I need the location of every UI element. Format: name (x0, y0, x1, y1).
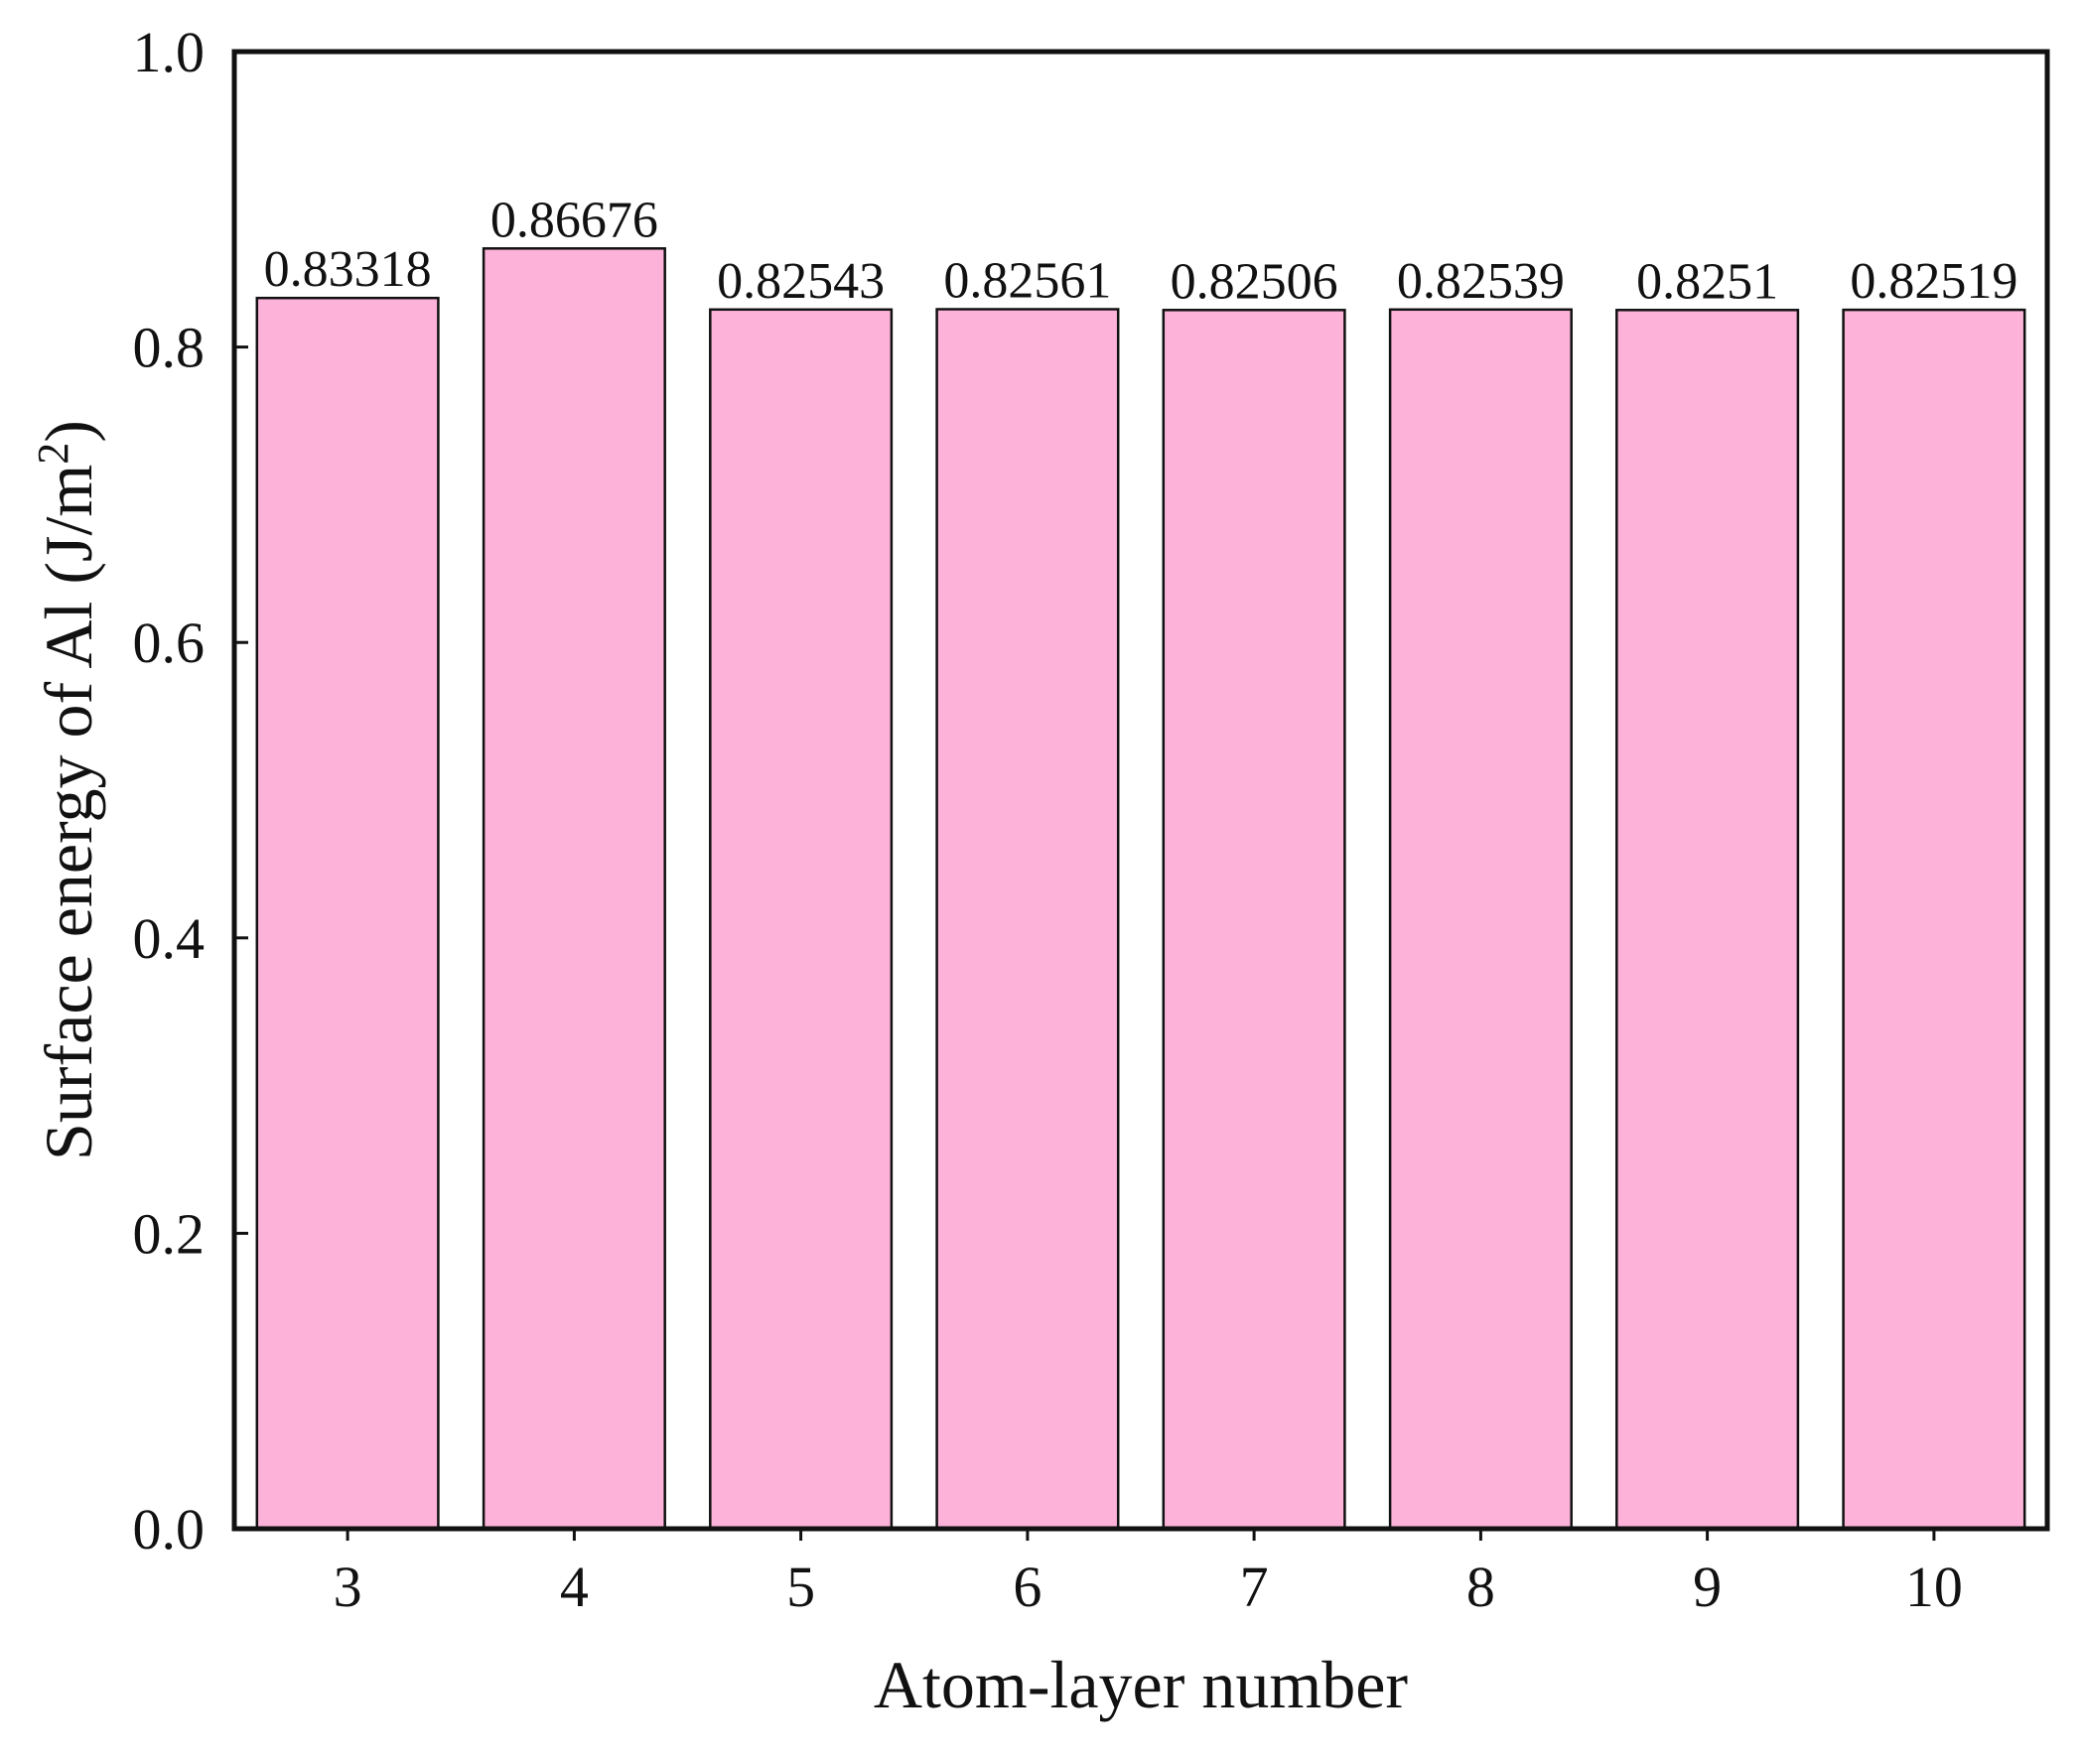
bars-layer (255, 247, 2026, 1531)
y-tick-label-0.4: 0.4 (133, 906, 206, 971)
bar-6 (935, 308, 1120, 1531)
bar-3 (255, 296, 440, 1531)
y-tick-label-0.2: 0.2 (133, 1201, 206, 1266)
x-tick-label-6: 6 (1013, 1555, 1042, 1619)
y-tick-label-0.8: 0.8 (133, 316, 206, 380)
bar-8 (1388, 308, 1573, 1531)
y-axis-title: Surface energy of Al (J/m2) (29, 420, 107, 1160)
data-labels-layer: 0.83318 0.86676 0.82543 0.82561 0.82506 0.825… (264, 192, 2018, 310)
data-label-3: 0.83318 (264, 241, 432, 298)
bar-5 (709, 308, 894, 1531)
bar-4 (482, 247, 666, 1531)
data-label-5: 0.82543 (717, 253, 885, 310)
data-label-4: 0.86676 (490, 192, 658, 248)
y-tick-label-0.0: 0.0 (133, 1497, 206, 1561)
x-tick-label-8: 8 (1466, 1555, 1495, 1619)
bar-9 (1615, 309, 1800, 1531)
data-label-10: 0.82519 (1850, 253, 2017, 310)
y-axis-ticks: 0.0 0.2 0.4 0.6 0.8 1.0 (133, 20, 248, 1561)
y-tick-label-1.0: 1.0 (133, 20, 206, 84)
data-label-6: 0.82561 (943, 253, 1111, 310)
x-tick-label-4: 4 (560, 1555, 589, 1619)
x-axis-ticks: 3 4 5 6 7 8 9 10 (334, 1529, 1963, 1619)
y-axis-title-main: Surface energy of Al (J/m (31, 465, 106, 1160)
y-tick-label-0.6: 0.6 (133, 611, 206, 675)
x-tick-label-3: 3 (334, 1555, 362, 1619)
y-axis-title-superscript: 2 (29, 443, 77, 465)
bar-7 (1162, 309, 1346, 1531)
bar-10 (1842, 308, 2026, 1531)
plot-frame (231, 49, 2050, 1532)
data-label-9: 0.8251 (1636, 253, 1778, 310)
x-tick-label-9: 9 (1693, 1555, 1722, 1619)
x-tick-label-10: 10 (1905, 1555, 1963, 1619)
data-label-7: 0.82506 (1171, 253, 1338, 310)
data-label-8: 0.82539 (1397, 253, 1565, 310)
x-tick-label-7: 7 (1240, 1555, 1269, 1619)
y-axis-title-close: ) (31, 420, 106, 443)
x-tick-label-5: 5 (786, 1555, 815, 1619)
x-axis-title: Atom-layer number (874, 1647, 1409, 1722)
